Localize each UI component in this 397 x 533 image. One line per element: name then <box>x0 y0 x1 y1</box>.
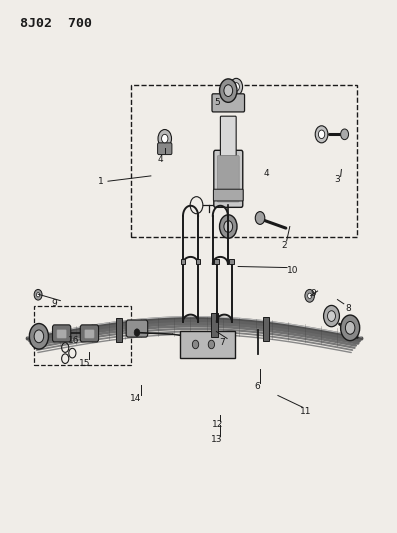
FancyBboxPatch shape <box>214 259 219 264</box>
FancyBboxPatch shape <box>220 116 236 156</box>
Circle shape <box>134 329 140 336</box>
Text: 1: 1 <box>98 177 104 185</box>
Text: 9: 9 <box>311 289 316 297</box>
Circle shape <box>318 130 325 139</box>
FancyBboxPatch shape <box>52 325 71 342</box>
Text: 9: 9 <box>52 300 57 308</box>
Text: 15: 15 <box>79 359 90 368</box>
Circle shape <box>230 78 243 95</box>
FancyBboxPatch shape <box>80 325 98 342</box>
Text: 11: 11 <box>300 407 311 416</box>
Circle shape <box>233 83 239 91</box>
Circle shape <box>345 321 355 334</box>
Circle shape <box>224 221 233 232</box>
Circle shape <box>192 340 198 349</box>
FancyBboxPatch shape <box>214 189 243 201</box>
Text: 8: 8 <box>346 304 351 312</box>
Circle shape <box>34 330 44 343</box>
Text: 3: 3 <box>335 175 340 184</box>
FancyBboxPatch shape <box>126 320 148 337</box>
Circle shape <box>208 340 214 349</box>
FancyBboxPatch shape <box>214 150 243 207</box>
FancyBboxPatch shape <box>116 318 122 342</box>
Circle shape <box>255 212 265 224</box>
FancyBboxPatch shape <box>196 259 200 264</box>
FancyBboxPatch shape <box>181 259 185 264</box>
Circle shape <box>158 130 172 148</box>
FancyBboxPatch shape <box>229 259 234 264</box>
Text: 2: 2 <box>281 241 287 249</box>
FancyBboxPatch shape <box>85 329 94 338</box>
Text: 6: 6 <box>254 382 260 391</box>
FancyBboxPatch shape <box>211 313 218 337</box>
Circle shape <box>162 134 168 143</box>
Text: 5: 5 <box>215 98 220 107</box>
Text: 16: 16 <box>68 336 79 344</box>
FancyBboxPatch shape <box>158 143 172 155</box>
FancyBboxPatch shape <box>218 156 239 202</box>
Text: 8J02  700: 8J02 700 <box>20 17 92 30</box>
Circle shape <box>324 305 339 327</box>
Text: 10: 10 <box>287 266 298 275</box>
Circle shape <box>305 289 314 302</box>
FancyBboxPatch shape <box>212 94 245 112</box>
Text: 4: 4 <box>158 156 164 164</box>
Circle shape <box>34 289 42 300</box>
Circle shape <box>220 215 237 238</box>
FancyBboxPatch shape <box>57 329 66 338</box>
Text: 13: 13 <box>212 435 223 444</box>
Circle shape <box>37 293 40 297</box>
FancyBboxPatch shape <box>263 317 269 341</box>
Circle shape <box>308 293 312 298</box>
Circle shape <box>220 79 237 102</box>
Circle shape <box>315 126 328 143</box>
Circle shape <box>328 311 335 321</box>
Text: 14: 14 <box>130 394 141 403</box>
Circle shape <box>341 129 349 140</box>
FancyBboxPatch shape <box>179 330 235 358</box>
Circle shape <box>29 324 48 349</box>
Text: 12: 12 <box>212 421 223 429</box>
Text: 7: 7 <box>220 338 225 346</box>
Circle shape <box>224 85 233 96</box>
Text: 4: 4 <box>263 169 269 177</box>
Circle shape <box>341 315 360 341</box>
